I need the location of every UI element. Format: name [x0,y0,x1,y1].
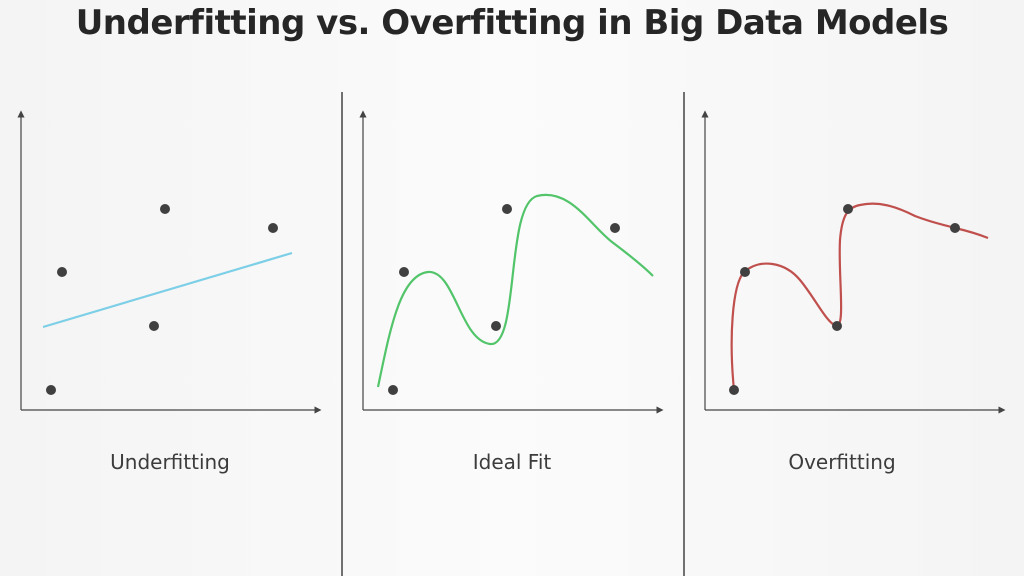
page-title: Underfitting vs. Overfitting in Big Data… [75,3,949,43]
ideal-fit-data-point [610,223,620,233]
underfitting-data-point [46,385,56,395]
underfitting-data-point [149,321,159,331]
ideal-fit-data-point [502,204,512,214]
overfitting-curve [730,202,989,391]
ideal-fit-data-point [491,321,501,331]
underfitting-data-point [57,267,67,277]
overfitting-data-point [843,204,853,214]
ideal-fit-data-point [399,267,409,277]
ideal-fit-data-point [388,385,398,395]
overfitting-data-point [832,321,842,331]
underfitting-data-point [268,223,278,233]
ideal-fit-curve [376,193,654,388]
overfitting-data-point [950,223,960,233]
underfitting-fit-line [42,251,293,329]
underfitting-data-point [160,204,170,214]
overfitting-data-point [740,267,750,277]
ideal-fit-panel [359,110,664,414]
overfitting-label: Overfitting [788,450,896,474]
overfitting-data-point [729,385,739,395]
underfitting-panel [17,110,322,414]
underfitting-label: Underfitting [110,450,230,474]
ideal-fit-label: Ideal Fit [472,450,552,474]
overfitting-panel [701,110,1006,414]
